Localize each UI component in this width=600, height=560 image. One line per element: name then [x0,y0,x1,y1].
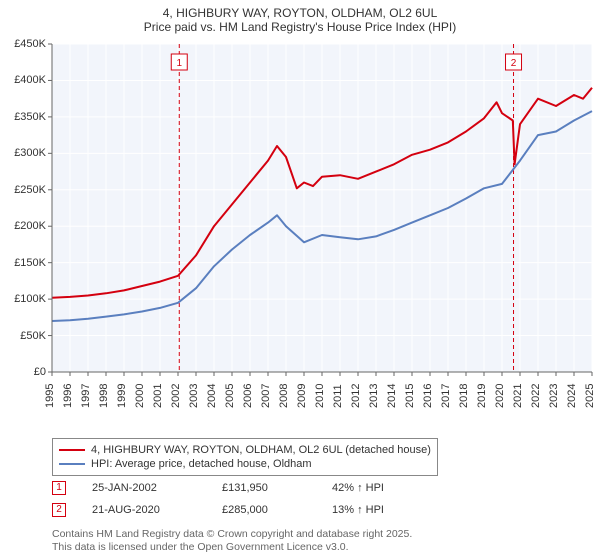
x-tick-label: 2006 [242,384,254,408]
transaction-marker: 1 [52,481,66,495]
title-line2: Price paid vs. HM Land Registry's House … [0,20,600,34]
legend-swatch [59,463,85,465]
x-tick-label: 2004 [206,384,218,408]
x-tick-label: 2005 [224,384,236,408]
x-tick-label: 2013 [368,384,380,408]
y-tick-label: £0 [0,366,46,378]
legend-item: 4, HIGHBURY WAY, ROYTON, OLDHAM, OL2 6UL… [59,443,431,457]
x-tick-label: 2019 [476,384,488,408]
transaction-date: 21-AUG-2020 [92,504,160,516]
y-tick-label: £300K [0,147,46,159]
attribution-line: Contains HM Land Registry data © Crown c… [52,528,412,541]
x-tick-label: 2008 [278,384,290,408]
x-tick-label: 2003 [188,384,200,408]
x-tick-label: 2016 [422,384,434,408]
x-tick-label: 2001 [152,384,164,408]
legend-item: HPI: Average price, detached house, Oldh… [59,457,431,471]
x-tick-label: 2002 [170,384,182,408]
y-tick-label: £200K [0,220,46,232]
transaction-marker: 2 [52,503,66,517]
y-tick-label: £50K [0,330,46,342]
transaction-row: 2 21-AUG-2020 £285,000 13% ↑ HPI [52,502,572,518]
x-tick-label: 2012 [350,384,362,408]
y-tick-label: £400K [0,74,46,86]
attribution: Contains HM Land Registry data © Crown c… [52,528,412,554]
x-tick-label: 2017 [440,384,452,408]
x-tick-label: 2025 [584,384,596,408]
attribution-line: This data is licensed under the Open Gov… [52,541,412,554]
legend: 4, HIGHBURY WAY, ROYTON, OLDHAM, OL2 6UL… [52,438,438,476]
x-tick-label: 1996 [62,384,74,408]
x-tick-label: 2009 [296,384,308,408]
y-tick-label: £150K [0,257,46,269]
x-tick-label: 1998 [98,384,110,408]
y-tick-label: £250K [0,184,46,196]
y-tick-label: £450K [0,38,46,50]
x-tick-label: 1999 [116,384,128,408]
y-axis-ticks: £0 £50K £100K £150K £200K £250K £300K £350K £400… [0,40,46,420]
svg-text:2: 2 [511,58,517,69]
x-tick-label: 2000 [134,384,146,408]
transaction-row: 1 25-JAN-2002 £131,950 42% ↑ HPI [52,480,572,496]
x-tick-label: 2021 [512,384,524,408]
x-tick-label: 2020 [494,384,506,408]
x-tick-label: 2024 [566,384,578,408]
x-axis-ticks: 1995 1996 1997 1998 1999 2000 2001 2002 2003 2004… [0,380,600,420]
transaction-date: 25-JAN-2002 [92,482,157,494]
x-tick-label: 2010 [314,384,326,408]
y-tick-label: £100K [0,293,46,305]
title-line1: 4, HIGHBURY WAY, ROYTON, OLDHAM, OL2 6UL [0,6,600,20]
x-tick-label: 2011 [332,384,344,408]
legend-label: HPI: Average price, detached house, Oldh… [91,458,312,470]
x-tick-label: 2023 [548,384,560,408]
transaction-price: £131,950 [222,482,268,494]
x-tick-label: 1995 [44,384,56,408]
x-tick-label: 2014 [386,384,398,408]
x-tick-label: 1997 [80,384,92,408]
x-tick-label: 2018 [458,384,470,408]
chart-area: 12 £0£50K£100K£150K£200K£250K£300K£350K£… [0,40,600,420]
svg-text:1: 1 [176,58,182,69]
x-tick-label: 2022 [530,384,542,408]
chart-title-block: 4, HIGHBURY WAY, ROYTON, OLDHAM, OL2 6UL… [0,0,600,36]
legend-label: 4, HIGHBURY WAY, ROYTON, OLDHAM, OL2 6UL… [91,444,431,456]
transaction-price: £285,000 [222,504,268,516]
x-tick-label: 2007 [260,384,272,408]
transaction-delta: 42% ↑ HPI [332,482,384,494]
y-tick-label: £350K [0,111,46,123]
legend-swatch [59,449,85,451]
x-tick-label: 2015 [404,384,416,408]
transaction-delta: 13% ↑ HPI [332,504,384,516]
price-chart: 12 [0,40,600,420]
